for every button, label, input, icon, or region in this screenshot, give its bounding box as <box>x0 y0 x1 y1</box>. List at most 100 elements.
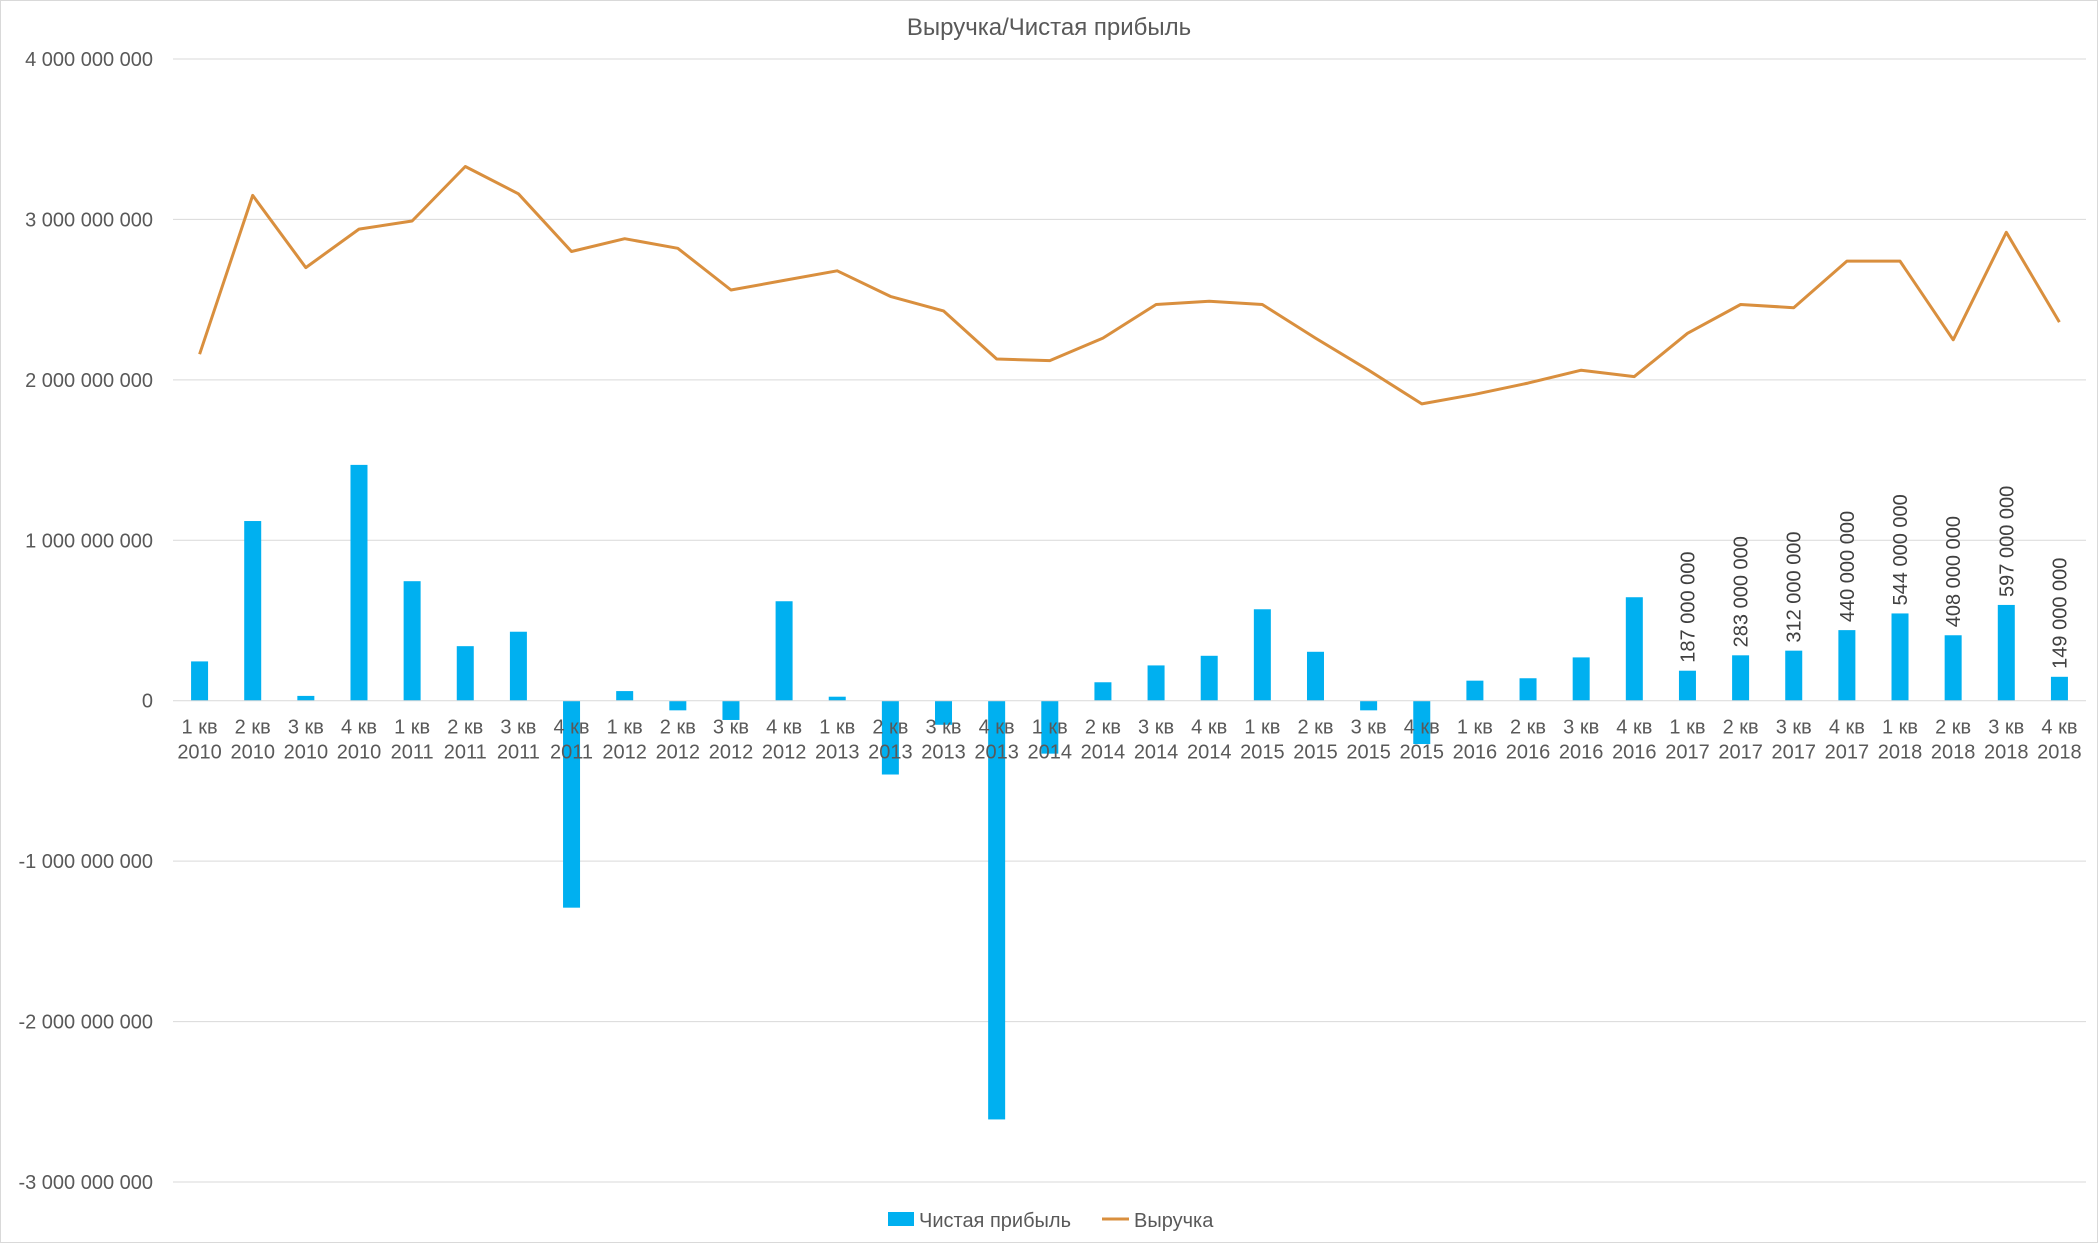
x-tick-quarter: 4 кв <box>766 717 802 739</box>
bar <box>829 697 846 701</box>
bar <box>1679 671 1696 701</box>
x-tick-quarter: 3 кв <box>1776 717 1812 739</box>
bar <box>776 601 793 700</box>
x-tick-year: 2010 <box>177 742 222 764</box>
x-tick-year: 2015 <box>1240 742 1285 764</box>
x-tick-year: 2012 <box>602 742 647 764</box>
bar <box>2051 677 2068 701</box>
x-tick-quarter: 1 кв <box>819 717 855 739</box>
x-tick-year: 2018 <box>2037 742 2082 764</box>
y-tick-label: 1 000 000 000 <box>25 530 153 552</box>
y-tick-label: 0 <box>142 691 153 713</box>
bar <box>1307 652 1324 701</box>
x-tick-year: 2011 <box>497 742 540 764</box>
data-label: 187 000 000 <box>1677 551 1699 662</box>
x-tick-quarter: 1 кв <box>1457 717 1493 739</box>
legend-label-vyruchka: Выручка <box>1134 1210 1214 1232</box>
x-tick-quarter: 4 кв <box>2041 717 2077 739</box>
x-tick-year: 2015 <box>1346 742 1391 764</box>
x-tick-quarter: 3 кв <box>713 717 749 739</box>
data-label: 440 000 000 <box>1837 511 1859 622</box>
bar <box>1838 630 1855 701</box>
bar <box>1360 701 1377 711</box>
x-tick-year: 2014 <box>1081 742 1126 764</box>
x-tick-quarter: 2 кв <box>1085 717 1121 739</box>
x-tick-year: 2011 <box>391 742 434 764</box>
x-tick-quarter: 1 кв <box>607 717 643 739</box>
bar <box>1732 655 1749 700</box>
x-tick-year: 2017 <box>1771 742 1816 764</box>
bar <box>191 661 208 700</box>
line-vyruchka <box>199 166 2059 404</box>
data-label: 544 000 000 <box>1890 494 1912 605</box>
bar <box>1254 609 1271 700</box>
x-tick-quarter: 3 кв <box>1563 717 1599 739</box>
x-tick-quarter: 2 кв <box>660 717 696 739</box>
x-tick-quarter: 4 кв <box>1616 717 1652 739</box>
data-label: 312 000 000 <box>1784 531 1806 642</box>
x-tick-quarter: 4 кв <box>979 717 1015 739</box>
x-tick-quarter: 4 кв <box>1829 717 1865 739</box>
bar <box>1148 665 1165 700</box>
data-label: 597 000 000 <box>1996 486 2018 597</box>
x-tick-quarter: 1 кв <box>1669 717 1705 739</box>
x-tick-quarter: 3 кв <box>500 717 536 739</box>
y-tick-label: 4 000 000 000 <box>25 49 153 71</box>
x-tick-year: 2014 <box>1028 742 1073 764</box>
x-tick-quarter: 3 кв <box>288 717 324 739</box>
bar <box>1626 597 1643 700</box>
chart-title: Выручка/Чистая прибыль <box>907 14 1191 41</box>
x-tick-year: 2018 <box>1878 742 1923 764</box>
x-tick-quarter: 1 кв <box>1244 717 1280 739</box>
x-tick-year: 2010 <box>284 742 329 764</box>
x-tick-year: 2011 <box>444 742 487 764</box>
x-tick-year: 2012 <box>762 742 807 764</box>
x-tick-quarter: 1 кв <box>182 717 218 739</box>
bar <box>616 691 633 701</box>
x-tick-quarter: 4 кв <box>1404 717 1440 739</box>
x-tick-year: 2014 <box>1134 742 1179 764</box>
x-tick-quarter: 2 кв <box>1297 717 1333 739</box>
x-tick-quarter: 2 кв <box>872 717 908 739</box>
y-tick-label: -2 000 000 000 <box>18 1012 153 1034</box>
bar <box>1785 651 1802 701</box>
x-tick-year: 2010 <box>337 742 382 764</box>
x-tick-year: 2013 <box>921 742 966 764</box>
data-label: 408 000 000 <box>1943 516 1965 627</box>
x-tick-quarter: 2 кв <box>447 717 483 739</box>
x-tick-year: 2013 <box>868 742 913 764</box>
bar <box>1892 613 1909 700</box>
x-tick-year: 2015 <box>1400 742 1445 764</box>
x-tick-quarter: 4 кв <box>1191 717 1227 739</box>
bar <box>1520 678 1537 700</box>
x-tick-quarter: 3 кв <box>1351 717 1387 739</box>
data-label: 283 000 000 <box>1731 536 1753 647</box>
x-tick-year: 2018 <box>1931 742 1976 764</box>
x-tick-year: 2017 <box>1825 742 1870 764</box>
x-tick-quarter: 2 кв <box>1510 717 1546 739</box>
x-tick-year: 2016 <box>1453 742 1498 764</box>
legend-label-chistaya-pribyl: Чистая прибыль <box>919 1210 1071 1232</box>
x-tick-quarter: 2 кв <box>1935 717 1971 739</box>
bar <box>297 696 314 701</box>
line-series <box>200 167 2060 404</box>
x-tick-quarter: 3 кв <box>1988 717 2024 739</box>
x-tick-quarter: 3 кв <box>925 717 961 739</box>
x-tick-year: 2016 <box>1506 742 1551 764</box>
x-tick-year: 2012 <box>656 742 701 764</box>
x-tick-year: 2018 <box>1984 742 2029 764</box>
x-tick-year: 2016 <box>1559 742 1604 764</box>
x-tick-quarter: 2 кв <box>1723 717 1759 739</box>
bar <box>1094 682 1111 700</box>
x-tick-quarter: 3 кв <box>1138 717 1174 739</box>
bar <box>244 521 261 701</box>
bar <box>1201 656 1218 701</box>
x-tick-year: 2014 <box>1187 742 1232 764</box>
x-tick-quarter: 1 кв <box>1032 717 1068 739</box>
x-tick-year: 2015 <box>1293 742 1338 764</box>
data-label: 149 000 000 <box>2049 558 2071 669</box>
x-tick-year: 2012 <box>709 742 754 764</box>
bar <box>350 465 367 701</box>
x-tick-quarter: 4 кв <box>554 717 590 739</box>
